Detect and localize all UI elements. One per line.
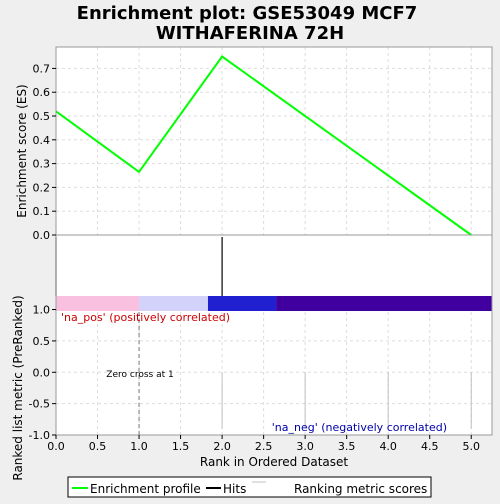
x-tick-label: 0.0 <box>47 440 65 453</box>
x-tick-label: 4.5 <box>421 440 439 453</box>
es-y-tick-label: 0.3 <box>33 158 51 171</box>
chart-title-line1: Enrichment plot: GSE53049 MCF7 <box>77 3 418 24</box>
rank-bar-segment <box>207 296 277 311</box>
x-tick-label: 1.5 <box>172 440 190 453</box>
es-y-axis-label: Enrichment score (ES) <box>15 84 29 217</box>
metric-y-tick-label: 0.0 <box>33 366 51 379</box>
negative-correlation-label: 'na_neg' (negatively correlated) <box>272 421 447 434</box>
legend-metric-label: Ranking metric scores <box>294 482 427 496</box>
x-tick-label: 4.0 <box>379 440 397 453</box>
legend: Enrichment profile Hits Ranking metric s… <box>67 476 432 498</box>
zero-cross-annotation: Zero cross at 1 <box>106 370 173 380</box>
x-tick-label: 2.0 <box>213 440 231 453</box>
x-tick-label: 3.0 <box>296 440 314 453</box>
es-y-axis: 0.0 0.1 0.2 0.3 0.4 0.5 0.6 0.7 <box>33 62 56 242</box>
legend-hits-label: Hits <box>223 482 246 496</box>
es-y-tick-label: 0.7 <box>33 62 51 75</box>
chart-title-line2: WITHAFERINA 72H <box>156 23 344 44</box>
es-y-tick-label: 0.1 <box>33 205 51 218</box>
plot-area <box>56 47 492 435</box>
legend-es-label: Enrichment profile <box>90 482 201 496</box>
es-y-tick-label: 0.4 <box>33 134 51 147</box>
metric-y-tick-label: 1.0 <box>33 304 51 317</box>
legend-box <box>67 476 432 498</box>
rank-bar-segment <box>139 296 208 311</box>
x-axis-label: Rank in Ordered Dataset <box>200 455 348 469</box>
x-tick-label: 0.5 <box>89 440 107 453</box>
es-y-tick-label: 0.0 <box>33 229 51 242</box>
enrichment-profile-line <box>55 55 472 236</box>
x-axis: 0.0 0.5 1.0 1.5 2.0 2.5 3.0 3.5 4.0 4.5 5.0 <box>47 435 480 453</box>
metric-y-tick-label: -1.0 <box>29 429 50 442</box>
metric-y-tick-label: 0.5 <box>33 335 51 348</box>
x-tick-label: 3.5 <box>338 440 356 453</box>
metric-y-axis-label: Ranked list metric (PreRanked) <box>11 295 25 480</box>
x-tick-label: 2.5 <box>255 440 273 453</box>
metric-y-tick-label: -0.5 <box>29 398 50 411</box>
metric-score-lines <box>221 372 472 429</box>
plot-frame <box>55 46 493 436</box>
rank-bar-segment <box>276 296 492 311</box>
es-series-group <box>55 55 472 236</box>
es-y-tick-label: 0.2 <box>33 181 51 194</box>
rank-bar-segment <box>56 296 140 311</box>
metric-y-axis: 1.0 0.5 0.0 -0.5 -1.0 <box>29 304 56 442</box>
x-tick-label: 1.0 <box>130 440 148 453</box>
es-y-tick-label: 0.5 <box>33 110 51 123</box>
x-tick-label: 5.0 <box>462 440 480 453</box>
rank-colour-bar <box>56 296 492 311</box>
es-y-tick-label: 0.6 <box>33 86 51 99</box>
positive-correlation-label: 'na_pos' (positively correlated) <box>61 311 230 324</box>
